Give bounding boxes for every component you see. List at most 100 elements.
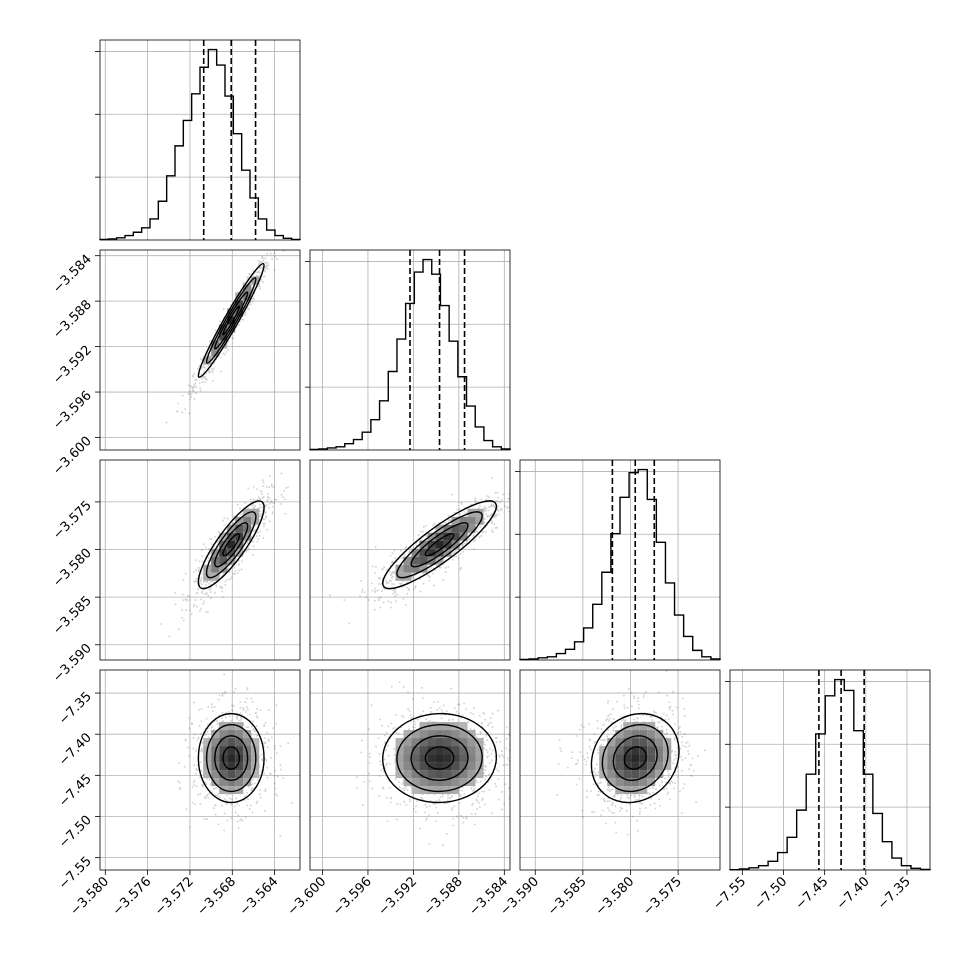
- density-cell-3-1: [459, 722, 468, 731]
- hist-frame-2: [519, 459, 721, 661]
- density-cell-3-2: [655, 746, 664, 755]
- contour-1-0-3: [197, 262, 265, 378]
- density-cell-3-0: [227, 762, 236, 771]
- density-cell-3-1: [451, 746, 460, 755]
- density-cell-3-1: [443, 754, 452, 763]
- density-cell-3-1: [459, 730, 468, 739]
- contour-2-0-2: [205, 511, 257, 579]
- density-cell-3-1: [459, 754, 468, 763]
- density-cell-3-1: [451, 762, 460, 771]
- density-cell-2-1: [411, 564, 420, 573]
- density-cell-3-0: [203, 770, 212, 779]
- density-cell-3-1: [435, 738, 444, 747]
- density-cell-3-2: [623, 746, 632, 755]
- density-cell-3-1: [427, 754, 436, 763]
- hist-frame-0: [99, 39, 301, 241]
- density-cell-3-1: [467, 762, 476, 771]
- pair-panel-2-1: [310, 460, 510, 660]
- density-cell-3-1: [459, 738, 468, 747]
- density-cell-3-0: [211, 738, 220, 747]
- hist-frame-3: [729, 669, 931, 871]
- density-cell-2-0: [211, 564, 220, 573]
- density-cell-3-1: [395, 770, 404, 779]
- density-cell-3-0: [243, 770, 252, 779]
- panels: [95, 39, 931, 871]
- density-cell-3-0: [235, 746, 244, 755]
- density-cell-3-1: [411, 754, 420, 763]
- density-cell-3-1: [427, 738, 436, 747]
- density-cell-3-0: [219, 770, 228, 779]
- density-cell-2-1: [451, 540, 460, 549]
- density-cell-2-1: [419, 548, 428, 557]
- contour-3-1-3: [382, 712, 498, 804]
- pair-frame-3-2: [519, 669, 721, 871]
- density-cell-3-0: [243, 778, 252, 787]
- hist-step-2: [519, 468, 721, 661]
- density-cell-3-1: [475, 746, 484, 755]
- density-cell-3-2: [631, 770, 640, 779]
- density-cell-3-1: [427, 762, 436, 771]
- density-cell-3-0: [235, 762, 244, 771]
- hist-step-0: [99, 48, 301, 241]
- density-cell-3-2: [607, 738, 616, 747]
- contour-3-0-0: [222, 746, 241, 770]
- density-cell-3-2: [631, 786, 640, 795]
- density-cell-3-1: [411, 786, 420, 795]
- density-cell-3-1: [435, 778, 444, 787]
- density-cell-3-1: [435, 754, 444, 763]
- density-cell-2-1: [459, 524, 468, 533]
- density-cell-3-1: [419, 786, 428, 795]
- hist-panel-2: [515, 460, 721, 661]
- density-cell-1-0: [219, 332, 228, 341]
- density-cell-3-2: [631, 778, 640, 787]
- pair-frame-3-0: [99, 669, 301, 871]
- density-cell-3-2: [607, 778, 616, 787]
- density-cell-3-2: [663, 746, 672, 755]
- density-cell-3-2: [655, 754, 664, 763]
- density-cell-3-1: [411, 762, 420, 771]
- density-cell-3-0: [219, 746, 228, 755]
- density-cell-3-1: [403, 738, 412, 747]
- density-cell-3-1: [411, 730, 420, 739]
- density-cell-3-0: [227, 770, 236, 779]
- density-cell-3-1: [411, 770, 420, 779]
- density-cell-3-1: [443, 722, 452, 731]
- density-cell-3-1: [435, 722, 444, 731]
- density-cell-3-0: [243, 738, 252, 747]
- density-cell-2-1: [443, 540, 452, 549]
- pair-panel-2-0: [100, 460, 300, 660]
- density-cell-3-0: [227, 730, 236, 739]
- density-cell-2-1: [403, 556, 412, 565]
- density-cell-1-0: [243, 284, 252, 293]
- density-cell-2-1: [419, 556, 428, 565]
- density-cell-3-2: [615, 730, 624, 739]
- density-cell-3-1: [411, 778, 420, 787]
- density-cell-3-1: [435, 730, 444, 739]
- contour-1-0-2: [205, 277, 257, 364]
- pair-frame-2-1: [309, 459, 511, 661]
- density-cell-3-1: [467, 738, 476, 747]
- density-cell-3-2: [647, 746, 656, 755]
- density-cell-2-0: [227, 524, 236, 533]
- contour-1-0-1: [214, 291, 249, 350]
- density-cell-3-1: [419, 722, 428, 731]
- density-cell-3-1: [411, 738, 420, 747]
- density-cell-3-0: [235, 770, 244, 779]
- density-cell-3-2: [639, 770, 648, 779]
- density-cell-3-2: [647, 778, 656, 787]
- density-cell-3-2: [615, 738, 624, 747]
- density-cell-3-2: [615, 754, 624, 763]
- density-cell-3-1: [475, 770, 484, 779]
- density-cell-3-1: [403, 730, 412, 739]
- contour-2-1-1: [410, 522, 469, 568]
- density-cell-3-2: [647, 762, 656, 771]
- density-cell-3-0: [251, 770, 260, 779]
- density-cell-2-0: [243, 516, 252, 525]
- contour-1-0-0: [222, 305, 241, 336]
- hist-step-3: [729, 678, 931, 871]
- density-cell-2-1: [435, 532, 444, 541]
- density-cell-3-2: [607, 754, 616, 763]
- contour-2-1-2: [396, 511, 483, 579]
- density-cell-3-2: [615, 762, 624, 771]
- density-cell-3-2: [607, 770, 616, 779]
